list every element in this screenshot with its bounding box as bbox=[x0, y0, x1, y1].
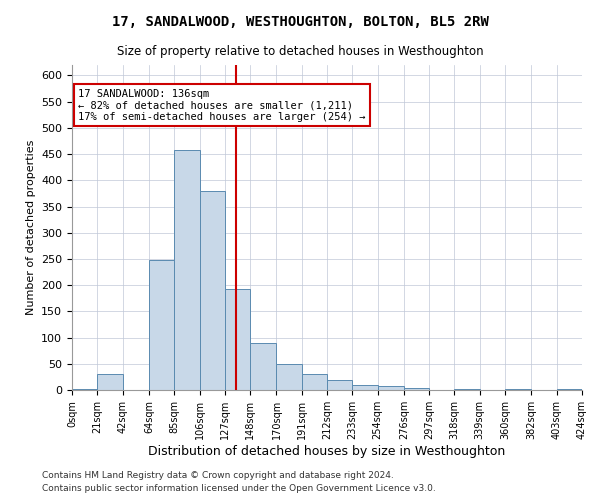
X-axis label: Distribution of detached houses by size in Westhoughton: Distribution of detached houses by size … bbox=[148, 444, 506, 458]
Bar bbox=[352, 385, 377, 390]
Bar bbox=[250, 343, 277, 390]
Bar bbox=[455, 389, 480, 390]
Text: Contains HM Land Registry data © Crown copyright and database right 2024.: Contains HM Land Registry data © Crown c… bbox=[42, 470, 394, 480]
Text: Contains public sector information licensed under the Open Government Licence v3: Contains public sector information licen… bbox=[42, 484, 436, 493]
Bar bbox=[302, 374, 327, 390]
Bar bbox=[225, 290, 250, 390]
Bar bbox=[97, 374, 122, 390]
Bar bbox=[174, 150, 199, 390]
Bar bbox=[277, 364, 302, 390]
Bar bbox=[149, 260, 174, 390]
Text: Size of property relative to detached houses in Westhoughton: Size of property relative to detached ho… bbox=[116, 45, 484, 58]
Bar bbox=[199, 191, 225, 390]
Text: 17 SANDALWOOD: 136sqm
← 82% of detached houses are smaller (1,211)
17% of semi-d: 17 SANDALWOOD: 136sqm ← 82% of detached … bbox=[78, 88, 365, 122]
Text: 17, SANDALWOOD, WESTHOUGHTON, BOLTON, BL5 2RW: 17, SANDALWOOD, WESTHOUGHTON, BOLTON, BL… bbox=[112, 15, 488, 29]
Y-axis label: Number of detached properties: Number of detached properties bbox=[26, 140, 35, 315]
Bar bbox=[404, 388, 429, 390]
Bar bbox=[377, 386, 404, 390]
Bar bbox=[327, 380, 352, 390]
